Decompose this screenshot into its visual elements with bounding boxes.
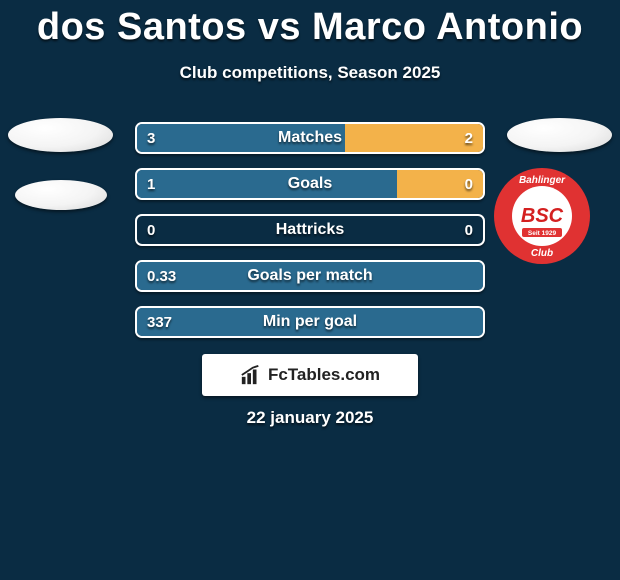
date-line: 22 january 2025 [0,408,620,428]
badge-text-mid: Sport [530,186,555,196]
brand-text: FcTables.com [268,365,380,385]
stat-fill-left [137,170,397,198]
stat-value-left: 0 [147,216,155,244]
player-avatar-placeholder [8,118,113,152]
stat-row: 0.33Goals per match [135,260,485,292]
bar-chart-icon [240,364,262,386]
subtitle: Club competitions, Season 2025 [0,63,620,83]
stat-fill-left [137,124,345,152]
stat-fill-left [137,308,483,336]
stats-comparison: 3Matches2 1Goals0 0Hattricks0 0.33Goals per… [135,122,485,338]
badge-center-text: BSC [521,205,564,227]
stat-fill-right [397,170,484,198]
club-avatar-placeholder [15,180,107,210]
stat-row: 0Hattricks0 [135,214,485,246]
stat-row: 3Matches2 [135,122,485,154]
stat-row: 1Goals0 [135,168,485,200]
club-badge: Bahlinger Sport Club BSC Seit 1929 [492,166,592,266]
badge-ribbon-text: Seit 1929 [528,230,557,237]
badge-text-top: Bahlinger [519,175,566,186]
player-avatar-placeholder [507,118,612,152]
stat-fill-left [137,262,483,290]
brand-watermark: FcTables.com [202,354,418,396]
stat-fill-right [345,124,483,152]
stat-row: 337Min per goal [135,306,485,338]
left-player-avatars [8,118,113,210]
badge-text-bottom: Club [531,248,553,259]
stat-value-right: 0 [465,216,473,244]
page-title: dos Santos vs Marco Antonio [0,0,620,49]
stat-label: Hattricks [137,216,483,244]
right-player-avatars [507,118,612,152]
